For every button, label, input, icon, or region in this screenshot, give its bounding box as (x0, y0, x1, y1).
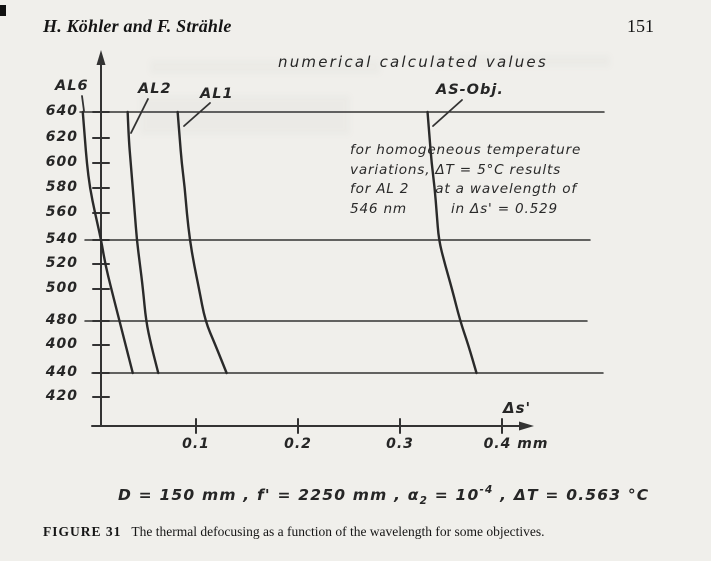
curve-label-AL1: AL1 (200, 86, 234, 102)
curve-label-AS-Obj.: AS-Obj. (436, 82, 504, 98)
x-tick-label-0.4: 0.4 mm (483, 436, 549, 452)
ghost-print (430, 55, 610, 67)
figure-caption: FIGURE 31 The thermal defocusing as a fun… (43, 524, 693, 540)
figure-caption-label: FIGURE 31 (43, 524, 122, 539)
y-tick-label-540: 540 (45, 231, 78, 247)
figure-caption-text: The thermal defocusing as a function of … (131, 524, 545, 539)
conditions-fragment: , ΔT = 0.563 °C (493, 486, 650, 504)
annotation-segment: in Δs' = 0.529 (450, 200, 558, 217)
y-tick-label-580: 580 (45, 179, 78, 195)
curve-label-AL6: AL6 (55, 78, 89, 94)
x-tick-label-0.2: 0.2 (284, 436, 312, 452)
y-tick-label-520: 520 (45, 255, 78, 271)
x-tick-label-0.1: 0.1 (182, 436, 210, 452)
y-tick-label-620: 620 (45, 129, 78, 145)
ghost-print (150, 60, 380, 74)
y-tick-label-400: 400 (45, 336, 78, 352)
leader-line-AL6 (81, 95, 85, 112)
scan-artifact-mark (0, 5, 6, 16)
conditions-fragment: = 10 (428, 486, 480, 504)
annotation-note: for homogeneous temperature variations, Δ… (350, 141, 640, 219)
y-tick-label-600: 600 (45, 154, 78, 170)
x-axis-label: Δs' (503, 399, 532, 417)
y-tick-label-440: 440 (45, 364, 78, 380)
annotation-segment: variations, ΔT = 5°C results (350, 161, 561, 178)
annotation-line: variations, ΔT = 5°C results (350, 161, 640, 181)
annotation-segment: 546 nm (350, 200, 407, 217)
conditions-fragment: 2 (419, 495, 429, 507)
annotation-line: for AL 2 at a wavelength of (350, 180, 640, 200)
leader-line-AL2 (130, 98, 149, 134)
conditions-line: D = 150 mm , f' = 2250 mm , α2 = 10-4 , … (118, 484, 648, 507)
leader-line-AL1 (183, 102, 211, 127)
curve-AL1 (176, 110, 228, 375)
curve-AL6 (81, 110, 134, 375)
annotation-segment: for homogeneous temperature (350, 142, 582, 158)
annotation-segment: at a wavelength of (435, 181, 577, 197)
chart-title: numerical calculated values (278, 53, 548, 71)
x-axis-arrowhead (519, 421, 534, 431)
running-head-authors: H. Köhler and F. Strähle (43, 16, 232, 36)
annotation-line: 546 nm in Δs' = 0.529 (350, 200, 640, 220)
conditions-fragment: -4 (479, 484, 494, 496)
x-tick-label-0.3: 0.3 (386, 436, 414, 452)
curve-label-AL2: AL2 (138, 81, 172, 97)
y-tick-label-480: 480 (45, 312, 78, 328)
y-axis-arrowhead (96, 50, 106, 65)
ghost-print (140, 95, 350, 135)
curve-AS-Obj. (426, 110, 478, 375)
annotation-line: for homogeneous temperature (350, 141, 640, 161)
y-tick-label-560: 560 (45, 204, 78, 220)
annotation-segment: for AL 2 (350, 181, 410, 197)
page-number: 151 (627, 16, 654, 36)
conditions-fragment: D = 150 mm , f' = 2250 mm , α (118, 486, 420, 504)
y-tick-label-640: 640 (45, 103, 78, 119)
leader-line-AS-Obj. (432, 99, 463, 127)
curve-AL2 (126, 110, 160, 375)
y-tick-label-500: 500 (45, 280, 78, 296)
y-tick-label-420: 420 (45, 388, 78, 404)
